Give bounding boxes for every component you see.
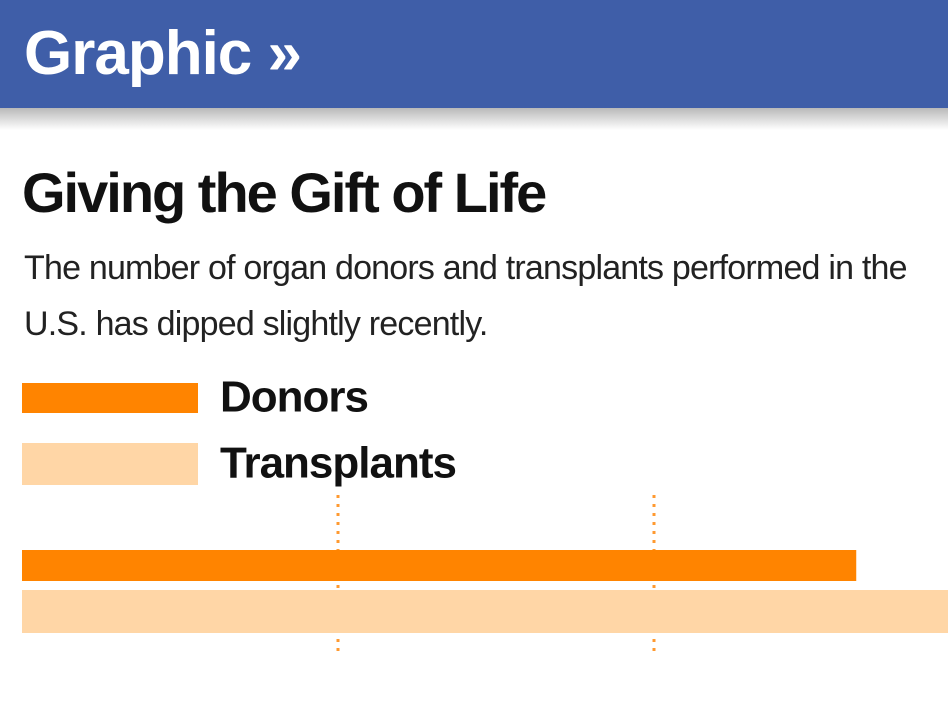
legend-swatch [22,383,198,413]
header-bar: Graphic » [0,0,948,108]
chart-title: Giving the Gift of Life [22,161,547,224]
header-title[interactable]: Graphic » [24,19,302,88]
bar [22,550,857,581]
legend-label: Transplants [220,439,456,488]
bar [22,590,948,633]
header-shadow [0,108,948,130]
chart-subtitle: The number of organ donors and transplan… [24,249,907,343]
legend-label: Donors [220,373,368,422]
legend-swatch [22,443,198,485]
